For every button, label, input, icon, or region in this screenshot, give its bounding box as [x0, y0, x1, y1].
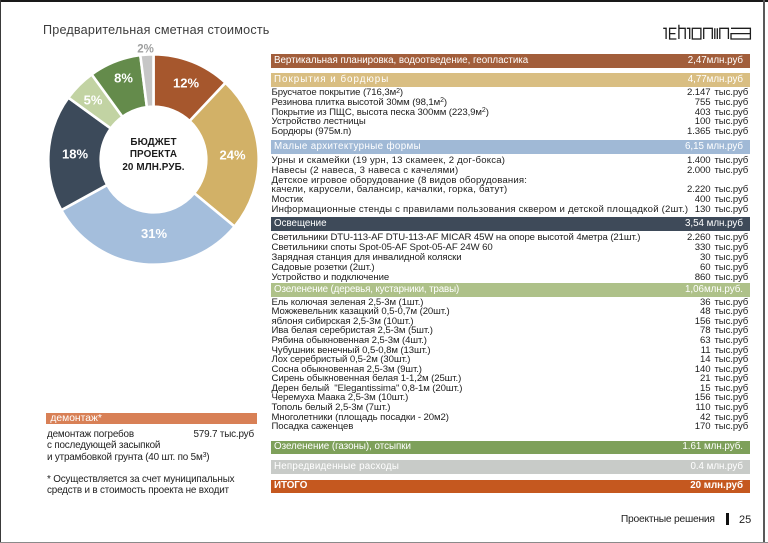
svg-text:12%: 12%: [173, 76, 199, 91]
svg-text:5%: 5%: [84, 93, 103, 108]
svg-text:24%: 24%: [219, 148, 245, 163]
svg-text:2%: 2%: [137, 44, 154, 56]
svg-text:18%: 18%: [62, 147, 88, 162]
svg-text:31%: 31%: [141, 226, 167, 241]
svg-text:8%: 8%: [114, 71, 133, 86]
